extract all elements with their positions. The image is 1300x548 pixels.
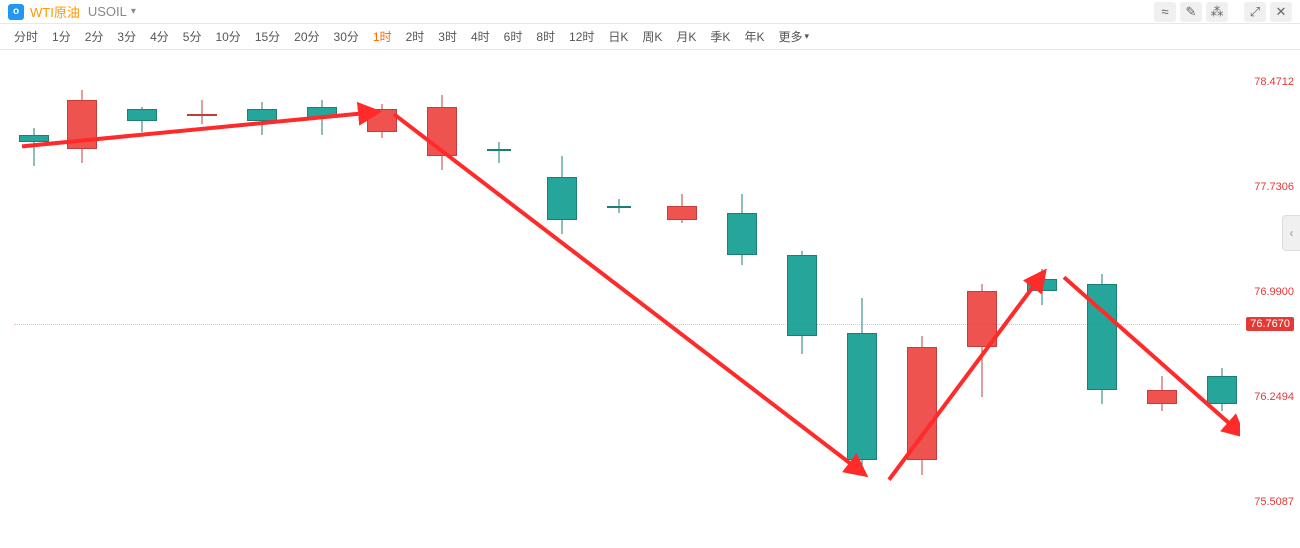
chart-canvas[interactable] (14, 50, 1240, 544)
symbol-icon: o (8, 4, 24, 20)
timeframe-12时[interactable]: 12时 (563, 26, 600, 47)
timeframe-5分[interactable]: 5分 (177, 26, 208, 47)
timeframe-1时[interactable]: 1时 (367, 26, 398, 47)
timeframe-more[interactable]: 更多▾ (772, 26, 815, 47)
toolbar: ≈✎⁂ ⤢✕ (1154, 2, 1292, 22)
timeframe-6时[interactable]: 6时 (498, 26, 529, 47)
timeframe-4分[interactable]: 4分 (144, 26, 175, 47)
timeframe-2时[interactable]: 2时 (400, 26, 431, 47)
timeframe-8时[interactable]: 8时 (530, 26, 561, 47)
timeframe-分时[interactable]: 分时 (8, 26, 44, 47)
edit-icon[interactable]: ✎ (1180, 2, 1202, 22)
expand-panel-icon[interactable]: ‹ (1282, 215, 1300, 251)
indicator-icon[interactable]: ≈ (1154, 2, 1176, 22)
current-price-label: 76.7670 (1246, 317, 1294, 331)
symbol-name[interactable]: WTI原油 (30, 2, 80, 21)
timeframe-30分[interactable]: 30分 (328, 26, 365, 47)
timeframe-4时[interactable]: 4时 (465, 26, 496, 47)
y-axis-label: 76.2494 (1254, 391, 1294, 403)
timeframe-15分[interactable]: 15分 (249, 26, 286, 47)
chart-header: o WTI原油 USOIL ▾ ≈✎⁂ ⤢✕ (0, 0, 1300, 24)
y-axis-label: 78.4712 (1254, 76, 1294, 88)
timeframe-10分[interactable]: 10分 (209, 26, 246, 47)
y-axis-label: 76.9900 (1254, 286, 1294, 298)
timeframe-bar: 分时1分2分3分4分5分10分15分20分30分1时2时3时4时6时8时12时日… (0, 24, 1300, 50)
close-icon[interactable]: ✕ (1270, 2, 1292, 22)
symbol-dropdown-icon[interactable]: ▾ (131, 6, 136, 17)
candle-style-icon[interactable]: ⁂ (1206, 2, 1228, 22)
symbol-ticker: USOIL (88, 4, 127, 19)
timeframe-2分[interactable]: 2分 (79, 26, 110, 47)
timeframe-季K[interactable]: 季K (704, 26, 736, 47)
timeframe-1分[interactable]: 1分 (46, 26, 77, 47)
timeframe-日K[interactable]: 日K (602, 26, 634, 47)
timeframe-20分[interactable]: 20分 (288, 26, 325, 47)
timeframe-周K[interactable]: 周K (636, 26, 668, 47)
timeframe-月K[interactable]: 月K (670, 26, 702, 47)
timeframe-3分[interactable]: 3分 (111, 26, 142, 47)
timeframe-年K[interactable]: 年K (738, 26, 770, 47)
y-axis: 78.4712 77.7306 76.9900 76.7670 76.2494 75.50… (1242, 50, 1300, 544)
y-axis-label: 77.7306 (1254, 181, 1294, 193)
y-axis-label: 75.5087 (1254, 496, 1294, 508)
timeframe-3时[interactable]: 3时 (432, 26, 463, 47)
fullscreen-icon[interactable]: ⤢ (1244, 2, 1266, 22)
